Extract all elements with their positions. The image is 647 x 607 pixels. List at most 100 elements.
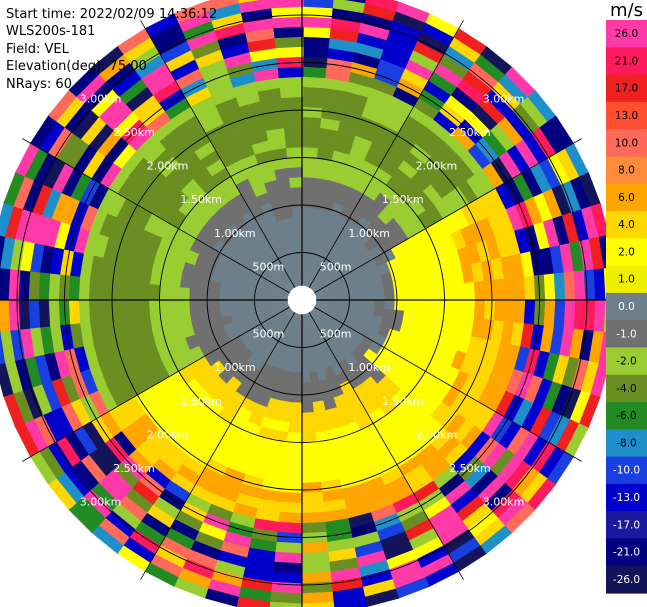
velocity-cell (532, 378, 553, 409)
velocity-cell (219, 431, 240, 450)
velocity-cell (229, 306, 241, 316)
velocity-cell (514, 372, 534, 401)
velocity-cell (589, 236, 605, 272)
velocity-cell (277, 511, 302, 524)
velocity-cell (96, 129, 123, 157)
velocity-cell (315, 316, 324, 327)
velocity-cell (253, 240, 266, 254)
velocity-cell (452, 157, 476, 182)
velocity-cell (295, 352, 302, 363)
velocity-cell (255, 253, 268, 265)
velocity-cell (170, 353, 187, 372)
velocity-cell (283, 126, 304, 138)
velocity-cell (160, 375, 179, 396)
velocity-cell (389, 319, 403, 333)
velocity-cell (15, 141, 41, 177)
velocity-cell (252, 346, 266, 359)
velocity-cell (372, 132, 395, 151)
velocity-cell (97, 516, 130, 546)
velocity-cell (239, 576, 273, 593)
colorbar-swatch (606, 565, 647, 594)
velocity-cell (165, 163, 188, 185)
velocity-cell (318, 262, 328, 274)
velocity-cell (43, 351, 62, 382)
velocity-cell (251, 257, 264, 270)
velocity-cell (198, 405, 218, 424)
velocity-cell (422, 395, 443, 417)
velocity-cell (324, 407, 341, 421)
velocity-cell (125, 395, 146, 420)
velocity-cell (409, 261, 423, 278)
velocity-cell (238, 0, 260, 4)
velocity-cell (442, 529, 475, 556)
velocity-cell (143, 140, 167, 165)
velocity-cell (76, 73, 107, 104)
velocity-cell (168, 285, 180, 300)
velocity-cell (215, 141, 237, 159)
velocity-cell (442, 366, 461, 388)
velocity-cell (105, 61, 137, 90)
colorbar-tick-label: -4.0 (616, 383, 637, 395)
velocity-cell (37, 445, 65, 479)
velocity-cell (203, 200, 221, 218)
velocity-cell (247, 37, 278, 53)
velocity-cell (229, 335, 244, 349)
velocity-cell (491, 81, 522, 112)
colorbar-swatch (606, 156, 647, 185)
velocity-cell (120, 455, 146, 481)
velocity-cell (79, 367, 99, 395)
velocity-cell (73, 345, 90, 373)
colorbar-tick-label: -30.0 (613, 601, 640, 607)
velocity-cell (459, 425, 483, 451)
velocity-cell (142, 385, 163, 408)
velocity-cell (189, 345, 205, 362)
velocity-cell (393, 210, 411, 229)
velocity-cell (358, 22, 392, 41)
velocity-cell (318, 326, 328, 338)
velocity-cell (113, 110, 141, 138)
velocity-cell (108, 278, 121, 300)
velocity-cell (413, 97, 441, 121)
velocity-cell (225, 521, 254, 539)
velocity-cell (55, 435, 81, 467)
velocity-cell (273, 541, 302, 554)
velocity-cell (229, 284, 241, 294)
velocity-cell (32, 183, 53, 216)
velocity-cell (150, 21, 185, 46)
velocity-cell (28, 298, 41, 329)
velocity-cell (80, 115, 108, 146)
velocity-cell (560, 387, 582, 422)
velocity-cell (247, 411, 265, 427)
velocity-cell (288, 237, 297, 249)
velocity-cell (264, 274, 276, 284)
velocity-cell (322, 97, 346, 112)
velocity-cell (186, 29, 220, 51)
velocity-cell (290, 392, 302, 404)
velocity-cell (247, 326, 260, 337)
velocity-cell (211, 415, 231, 433)
velocity-cell (316, 315, 327, 325)
velocity-cell (281, 305, 292, 312)
velocity-cell (330, 278, 342, 287)
velocity-cell (474, 280, 486, 302)
velocity-cell (321, 199, 335, 213)
velocity-cell (320, 117, 342, 131)
velocity-cell (418, 325, 433, 342)
velocity-cell (331, 310, 343, 318)
velocity-cell (2, 392, 25, 428)
velocity-cell (397, 421, 418, 441)
velocity-cell (308, 227, 318, 239)
velocity-cell (12, 389, 34, 424)
velocity-cell (302, 86, 326, 99)
velocity-cell (310, 283, 319, 292)
instrument-label: WLS200s-181 (6, 24, 96, 40)
velocity-cell (209, 308, 222, 320)
velocity-cell (471, 261, 485, 283)
velocity-cell (70, 199, 90, 228)
velocity-cell (286, 361, 296, 373)
velocity-cell (368, 266, 382, 278)
velocity-cell (253, 67, 280, 82)
velocity-cell (308, 268, 316, 280)
velocity-cell (423, 241, 439, 260)
velocity-cell (281, 288, 292, 295)
